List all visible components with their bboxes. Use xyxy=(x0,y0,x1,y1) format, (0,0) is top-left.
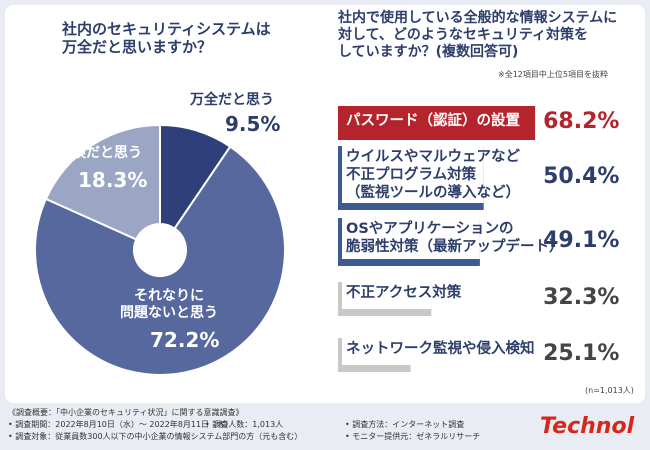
slice-value: 72.2% xyxy=(150,328,220,352)
slice-label: 万全だと思う xyxy=(190,92,274,108)
bar xyxy=(338,106,536,140)
bar-label-box xyxy=(342,282,432,309)
donut-slice xyxy=(34,145,286,376)
bar-value: 68.2% xyxy=(543,109,620,134)
slice-label: それなりに 問題ないと思う xyxy=(120,288,218,321)
bar-label: ウイルスやマルウェアなど 不正プログラム対策 （監視ツールの導入など） xyxy=(346,149,520,202)
donut-slice xyxy=(159,123,232,230)
bar-label: パスワード（認証）の設置 xyxy=(346,113,520,129)
survey-item: • 調査人数：1,013人 xyxy=(205,420,284,429)
slice-value: 18.3% xyxy=(78,168,148,192)
survey-item: • 調査対象：従業員数300人以下の中小企業の情報システム部門の方（元も含む） xyxy=(8,432,303,441)
survey-item: • モニター提供元：ゼネラルリサーチ xyxy=(345,432,481,441)
donut-slice xyxy=(44,123,161,241)
bar-label: OSやアプリケーションの 脆弱性対策（最新アップデート） xyxy=(346,221,564,256)
chart-title: 社内で使用している全般的な情報システムに 対して、どのようなセキュリティ対策を … xyxy=(338,10,618,60)
logo: Technol xyxy=(540,414,635,439)
chart-title: 社内のセキュリティシステムは 万全だと思いますか？ xyxy=(62,20,271,56)
sample-size: (n=1,013人) xyxy=(585,386,634,395)
survey-item: • 調査方法：インターネット調査 xyxy=(345,420,465,429)
chart-note: ※全12項目中上位5項目を抜粋 xyxy=(498,70,608,79)
bar-label-box xyxy=(342,218,480,259)
survey-heading: 《調査概要：「中小企業のセキュリティ状況」に関する意識調査》 xyxy=(8,408,244,417)
bar-value: 49.1% xyxy=(543,228,620,253)
bar-label: 不正アクセス対策 xyxy=(346,285,462,301)
slice-label: 危険だと思う xyxy=(58,145,142,161)
bar-label: ネットワーク監視や侵入検知 xyxy=(346,341,535,357)
bar-value: 25.1% xyxy=(543,341,620,366)
survey-item: • 調査期間：2022年8月10日（水）～ 2022年8月11日（木） xyxy=(8,420,234,429)
bar-label-box xyxy=(342,338,411,365)
slice-value: 9.5% xyxy=(225,112,281,136)
bar-value: 32.3% xyxy=(543,285,620,310)
bar-label-box xyxy=(342,146,484,203)
bar-value: 50.4% xyxy=(543,164,620,189)
